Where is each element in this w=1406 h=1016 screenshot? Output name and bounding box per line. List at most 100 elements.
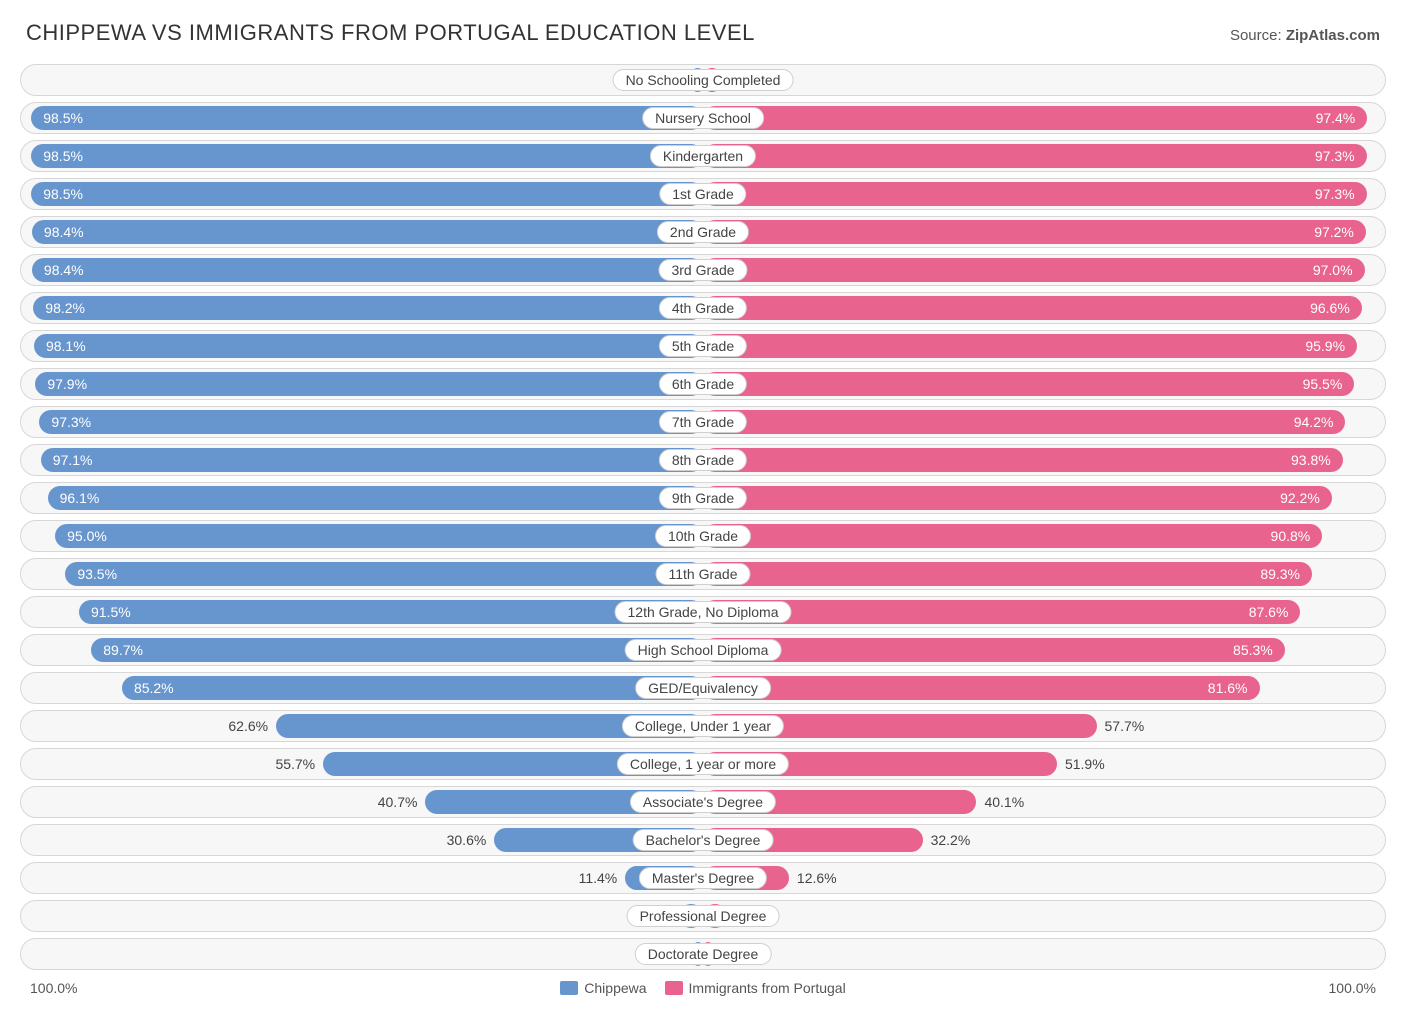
value-left: 98.4%: [44, 255, 84, 287]
value-right: 95.5%: [1303, 369, 1343, 401]
bar-right: [703, 220, 1366, 244]
value-right: 51.9%: [1065, 749, 1105, 781]
bar-left: [31, 182, 703, 206]
value-left: 93.5%: [77, 559, 117, 591]
bar-left: [91, 638, 703, 662]
category-label: 4th Grade: [659, 297, 747, 319]
bar-left: [122, 676, 703, 700]
category-label: Nursery School: [642, 107, 764, 129]
value-left: 96.1%: [60, 483, 100, 515]
category-label: GED/Equivalency: [635, 677, 771, 699]
category-label: Kindergarten: [650, 145, 756, 167]
value-right: 92.2%: [1280, 483, 1320, 515]
value-right: 40.1%: [984, 787, 1024, 819]
education-diverging-chart: 1.6%2.7%No Schooling Completed98.5%97.4%…: [20, 64, 1386, 970]
chart-row: 55.7% 51.9% College, 1 year or more: [20, 748, 1386, 780]
chart-row: 97.3%94.2%7th Grade: [20, 406, 1386, 438]
bar-right: [703, 372, 1354, 396]
bar-left: [41, 448, 703, 472]
value-right: 97.3%: [1315, 179, 1355, 211]
category-label: 10th Grade: [655, 525, 751, 547]
bar-left: [39, 410, 703, 434]
chart-legend: Chippewa Immigrants from Portugal: [560, 980, 845, 996]
legend-swatch-right: [665, 981, 683, 995]
chart-row: 97.1%93.8%8th Grade: [20, 444, 1386, 476]
value-right: 96.6%: [1310, 293, 1350, 325]
bar-left: [31, 106, 703, 130]
value-right: 94.2%: [1294, 407, 1334, 439]
chart-row: 98.5%97.4%Nursery School: [20, 102, 1386, 134]
chart-row: 93.5%89.3%11th Grade: [20, 558, 1386, 590]
category-label: 3rd Grade: [658, 259, 747, 281]
value-left: 98.5%: [43, 179, 83, 211]
category-label: College, Under 1 year: [622, 715, 784, 737]
chart-row: 98.4%97.2%2nd Grade: [20, 216, 1386, 248]
category-label: 11th Grade: [655, 563, 750, 585]
bar-left: [65, 562, 703, 586]
value-left: 55.7%: [275, 749, 315, 781]
source-label: Source:: [1230, 27, 1282, 44]
bar-left: [32, 220, 703, 244]
chart-row: 85.2%81.6%GED/Equivalency: [20, 672, 1386, 704]
category-label: 8th Grade: [659, 449, 747, 471]
value-left: 97.9%: [47, 369, 87, 401]
category-label: 6th Grade: [659, 373, 747, 395]
value-right: 87.6%: [1249, 597, 1289, 629]
chart-row: 96.1% 92.2% 9th Grade: [20, 482, 1386, 514]
chart-row: 1.5%1.5%Doctorate Degree: [20, 938, 1386, 970]
legend-item-right: Immigrants from Portugal: [665, 980, 846, 996]
chart-row: 62.6%57.7%College, Under 1 year: [20, 710, 1386, 742]
category-label: Bachelor's Degree: [633, 829, 774, 851]
bar-left: [34, 334, 703, 358]
bar-right: [703, 600, 1300, 624]
bar-left: [33, 296, 703, 320]
value-right: 97.0%: [1313, 255, 1353, 287]
category-label: College, 1 year or more: [617, 753, 789, 775]
category-label: Associate's Degree: [630, 791, 776, 813]
axis-left-max: 100.0%: [30, 980, 77, 996]
value-left: 11.4%: [579, 863, 618, 895]
chart-header: CHIPPEWA VS IMMIGRANTS FROM PORTUGAL EDU…: [20, 20, 1386, 46]
category-label: 1st Grade: [659, 183, 746, 205]
category-label: 9th Grade: [659, 487, 747, 509]
bar-left: [48, 486, 703, 510]
bar-right: [703, 638, 1285, 662]
chart-row: 98.5% 97.3% Kindergarten: [20, 140, 1386, 172]
value-left: 98.5%: [43, 141, 83, 173]
chart-axis: 100.0% Chippewa Immigrants from Portugal…: [20, 976, 1386, 996]
category-label: 5th Grade: [659, 335, 747, 357]
bar-right: [703, 448, 1343, 472]
bar-left: [32, 258, 703, 282]
bar-right: [703, 144, 1367, 168]
value-left: 98.1%: [46, 331, 86, 363]
legend-swatch-left: [560, 981, 578, 995]
value-left: 98.5%: [43, 103, 83, 135]
value-right: 95.9%: [1305, 331, 1345, 363]
chart-row: 89.7%85.3%High School Diploma: [20, 634, 1386, 666]
category-label: No Schooling Completed: [613, 69, 794, 91]
value-right: 97.2%: [1314, 217, 1354, 249]
chart-row: 97.9% 95.5% 6th Grade: [20, 368, 1386, 400]
bar-right: [703, 676, 1260, 700]
category-label: High School Diploma: [625, 639, 782, 661]
value-right: 97.3%: [1315, 141, 1355, 173]
chart-row: 40.7%40.1%Associate's Degree: [20, 786, 1386, 818]
value-right: 85.3%: [1233, 635, 1273, 667]
value-left: 97.1%: [53, 445, 93, 477]
category-label: 7th Grade: [659, 411, 747, 433]
category-label: Master's Degree: [639, 867, 767, 889]
chart-row: 98.4% 97.0% 3rd Grade: [20, 254, 1386, 286]
value-right: 90.8%: [1271, 521, 1311, 553]
bar-right: [703, 410, 1345, 434]
axis-right-max: 100.0%: [1329, 980, 1376, 996]
bar-right: [703, 182, 1367, 206]
category-label: 2nd Grade: [657, 221, 749, 243]
value-right: 81.6%: [1208, 673, 1248, 705]
category-label: Professional Degree: [627, 905, 780, 927]
bar-left: [31, 144, 703, 168]
value-right: 12.6%: [797, 863, 837, 895]
bar-right: [703, 486, 1332, 510]
bar-right: [703, 258, 1365, 282]
chart-row: 30.6%32.2%Bachelor's Degree: [20, 824, 1386, 856]
chart-row: 98.5% 97.3% 1st Grade: [20, 178, 1386, 210]
